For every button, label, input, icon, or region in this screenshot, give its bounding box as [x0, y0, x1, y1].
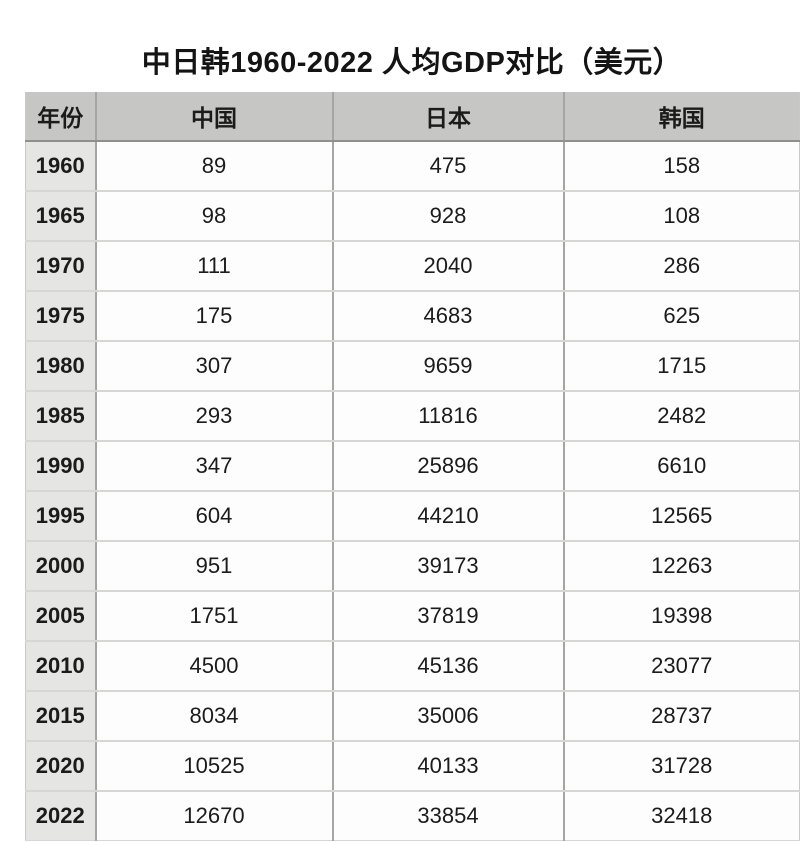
header-row: 年份 中国 日本 韩国: [25, 92, 800, 142]
value-cell: 23077: [563, 641, 800, 692]
value-cell: 4683: [332, 291, 565, 342]
table-row: 2005 1751 37819 19398: [25, 591, 800, 642]
value-cell: 6610: [563, 441, 800, 492]
value-cell: 307: [95, 341, 334, 392]
value-cell: 108: [563, 191, 800, 242]
year-cell: 1980: [25, 341, 97, 392]
value-cell: 625: [563, 291, 800, 342]
year-cell: 1990: [25, 441, 97, 492]
year-cell: 1985: [25, 391, 97, 442]
value-cell: 37819: [332, 591, 565, 642]
table-row: 1975 175 4683 625: [25, 291, 800, 342]
year-cell: 2005: [25, 591, 97, 642]
value-cell: 604: [95, 491, 334, 542]
gdp-data-table: 年份 中国 日本 韩国 1960 89 475 158 1965 98 928 108 1970…: [25, 92, 800, 841]
header-cell-korea: 韩国: [563, 92, 800, 142]
value-cell: 40133: [332, 741, 565, 792]
year-cell: 1970: [25, 241, 97, 292]
table-row: 1980 307 9659 1715: [25, 341, 800, 392]
value-cell: 4500: [95, 641, 334, 692]
table-row: 2010 4500 45136 23077: [25, 641, 800, 692]
year-cell: 2020: [25, 741, 97, 792]
year-cell: 2010: [25, 641, 97, 692]
header-cell-year: 年份: [25, 92, 97, 142]
value-cell: 928: [332, 191, 565, 242]
value-cell: 45136: [332, 641, 565, 692]
table-row: 2020 10525 40133 31728: [25, 741, 800, 792]
table-row: 2015 8034 35006 28737: [25, 691, 800, 742]
value-cell: 293: [95, 391, 334, 442]
value-cell: 35006: [332, 691, 565, 742]
value-cell: 11816: [332, 391, 565, 442]
value-cell: 286: [563, 241, 800, 292]
value-cell: 1751: [95, 591, 334, 642]
year-cell: 1965: [25, 191, 97, 242]
value-cell: 2482: [563, 391, 800, 442]
gdp-table-panel: 中日韩1960-2022 人均GDP对比（美元） 年份 中国 日本 韩国 196…: [25, 27, 800, 841]
table-row: 1965 98 928 108: [25, 191, 800, 242]
value-cell: 89: [95, 141, 334, 192]
value-cell: 111: [95, 241, 334, 292]
value-cell: 31728: [563, 741, 800, 792]
table-row: 1990 347 25896 6610: [25, 441, 800, 492]
year-cell: 2022: [25, 791, 97, 841]
value-cell: 12263: [563, 541, 800, 592]
value-cell: 39173: [332, 541, 565, 592]
table-row: 2000 951 39173 12263: [25, 541, 800, 592]
table-title: 中日韩1960-2022 人均GDP对比（美元）: [141, 46, 683, 79]
value-cell: 98: [95, 191, 334, 242]
table-row: 1960 89 475 158: [25, 141, 800, 192]
value-cell: 175: [95, 291, 334, 342]
value-cell: 33854: [332, 791, 565, 841]
table-header: 年份 中国 日本 韩国: [25, 92, 800, 142]
value-cell: 32418: [563, 791, 800, 841]
value-cell: 28737: [563, 691, 800, 742]
header-cell-china: 中国: [95, 92, 334, 142]
value-cell: 12670: [95, 791, 334, 841]
value-cell: 9659: [332, 341, 565, 392]
value-cell: 8034: [95, 691, 334, 742]
value-cell: 951: [95, 541, 334, 592]
value-cell: 475: [332, 141, 565, 192]
year-cell: 1995: [25, 491, 97, 542]
value-cell: 25896: [332, 441, 565, 492]
value-cell: 347: [95, 441, 334, 492]
value-cell: 12565: [563, 491, 800, 542]
table-row: 2022 12670 33854 32418: [25, 791, 800, 841]
year-cell: 1960: [25, 141, 97, 192]
value-cell: 44210: [332, 491, 565, 542]
value-cell: 19398: [563, 591, 800, 642]
year-cell: 2015: [25, 691, 97, 742]
table-row: 1985 293 11816 2482: [25, 391, 800, 442]
year-cell: 2000: [25, 541, 97, 592]
value-cell: 1715: [563, 341, 800, 392]
table-row: 1995 604 44210 12565: [25, 491, 800, 542]
table-row: 1970 111 2040 286: [25, 241, 800, 292]
value-cell: 2040: [332, 241, 565, 292]
header-cell-japan: 日本: [332, 92, 565, 142]
value-cell: 158: [563, 141, 800, 192]
table-body: 1960 89 475 158 1965 98 928 108 1970 111 2040 286 19…: [25, 141, 800, 841]
year-cell: 1975: [25, 291, 97, 342]
value-cell: 10525: [95, 741, 334, 792]
